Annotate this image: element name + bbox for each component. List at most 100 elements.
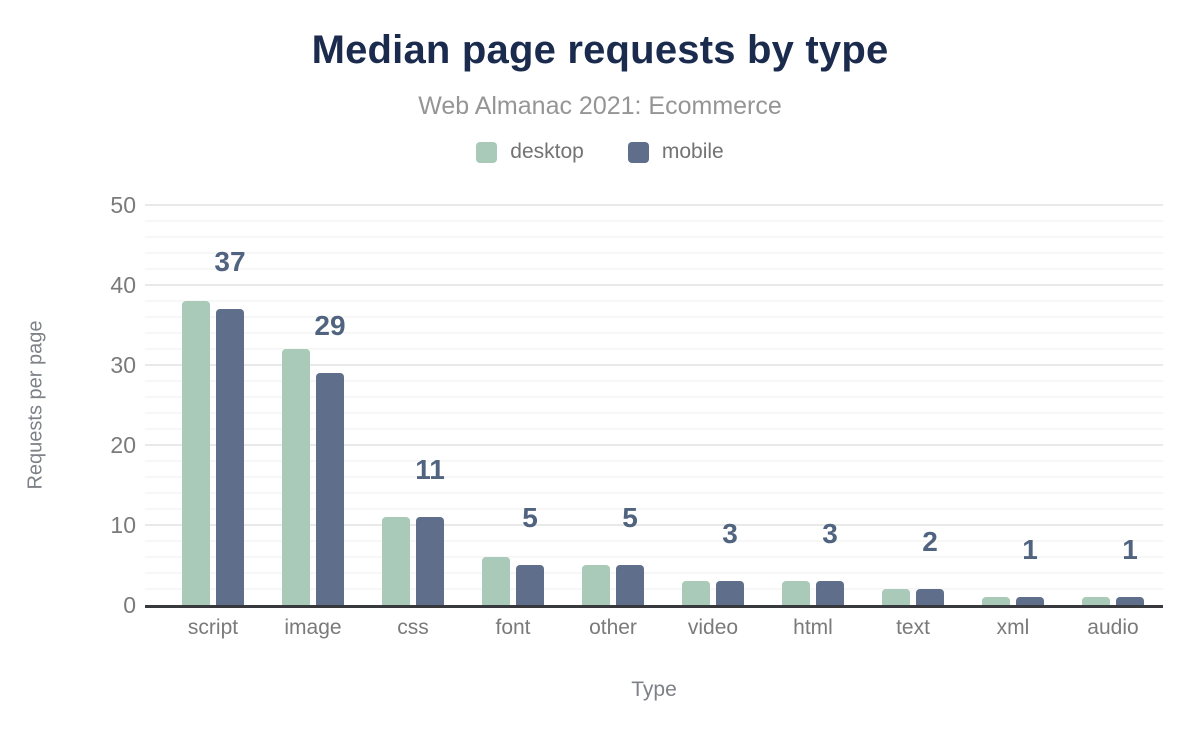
gridline xyxy=(145,508,1163,510)
bar-desktop-audio xyxy=(1082,597,1110,605)
bar-group-xml: 1 xyxy=(963,205,1063,605)
gridline xyxy=(145,540,1163,542)
x-label-other: other xyxy=(589,616,637,639)
gridline xyxy=(145,556,1163,558)
x-label-font: font xyxy=(495,616,531,639)
gridline xyxy=(145,364,1163,366)
gridline xyxy=(145,236,1163,238)
x-label-image: image xyxy=(284,616,342,639)
y-tick-label: 20 xyxy=(110,432,136,458)
bar-pair-html: 3 xyxy=(782,520,844,605)
gridline xyxy=(145,428,1163,430)
bar-value-label: 11 xyxy=(415,454,445,485)
bar-value-label: 3 xyxy=(722,518,738,549)
gridline xyxy=(145,348,1163,350)
bar-value-label: 3 xyxy=(822,518,838,549)
bar-desktop-html xyxy=(782,581,810,605)
bar-mobile-image: 29 xyxy=(314,312,346,605)
x-axis-title: Type xyxy=(631,678,677,701)
bar-mobile-css: 11 xyxy=(415,456,445,605)
gridline xyxy=(145,396,1163,398)
gridline xyxy=(145,284,1163,286)
mobile-swatch-icon xyxy=(627,141,649,163)
bar-group-video: 3 xyxy=(663,205,763,605)
chart-subtitle: Web Almanac 2021: Ecommerce xyxy=(418,92,782,120)
bar-groups: 37 29 11 5 5 3 3 2 1 1 xyxy=(145,205,1163,605)
bar-group-image: 29 xyxy=(263,205,363,605)
legend-item-desktop: desktop xyxy=(476,140,584,164)
gridline xyxy=(145,492,1163,494)
bar-group-css: 11 xyxy=(363,205,463,605)
gridline xyxy=(145,444,1163,446)
bar-group-html: 3 xyxy=(763,205,863,605)
bar-desktop-xml xyxy=(982,597,1010,605)
plot-area: 37 29 11 5 5 3 3 2 1 1 xyxy=(145,204,1163,608)
x-label-text: text xyxy=(896,616,930,639)
bar-desktop-text xyxy=(882,589,910,605)
bar-mobile-audio: 1 xyxy=(1116,536,1144,605)
bar-mobile-text: 2 xyxy=(916,528,944,605)
gridline xyxy=(145,300,1163,302)
y-tick-label: 50 xyxy=(110,192,136,218)
bar-desktop-image xyxy=(282,349,310,605)
bar-pair-audio: 1 xyxy=(1082,536,1144,605)
y-tick-label: 40 xyxy=(110,272,136,298)
desktop-swatch-icon xyxy=(476,141,498,163)
gridline xyxy=(145,476,1163,478)
bar-pair-xml: 1 xyxy=(982,536,1044,605)
gridline xyxy=(145,412,1163,414)
bar-mobile-other: 5 xyxy=(616,504,644,605)
bar-desktop-other xyxy=(582,565,610,605)
bar-pair-font: 5 xyxy=(482,504,544,605)
legend-label-mobile: mobile xyxy=(661,140,724,163)
bar-pair-other: 5 xyxy=(582,504,644,605)
legend-item-mobile: mobile xyxy=(627,140,724,164)
bar-mobile-xml: 1 xyxy=(1016,536,1044,605)
gridline xyxy=(145,316,1163,318)
y-tick-label: 30 xyxy=(110,352,136,378)
gridline xyxy=(145,268,1163,270)
bar-pair-video: 3 xyxy=(682,520,744,605)
bar-group-text: 2 xyxy=(863,205,963,605)
bar-value-label: 1 xyxy=(1122,534,1138,565)
x-label-audio: audio xyxy=(1087,616,1139,639)
gridline xyxy=(145,220,1163,222)
bar-pair-image: 29 xyxy=(282,312,346,605)
legend: desktop mobile xyxy=(0,140,1200,164)
legend-label-desktop: desktop xyxy=(510,140,584,163)
bar-value-label: 1 xyxy=(1022,534,1038,565)
gridline xyxy=(145,524,1163,526)
gridline xyxy=(145,204,1163,206)
bar-mobile-font: 5 xyxy=(516,504,544,605)
chart-title: Median page requests by type xyxy=(311,28,889,72)
bar-group-script: 37 xyxy=(163,205,263,605)
bar-pair-text: 2 xyxy=(882,528,944,605)
bar-group-other: 5 xyxy=(563,205,663,605)
bar-value-label: 29 xyxy=(314,310,346,341)
gridline xyxy=(145,460,1163,462)
x-label-xml: xml xyxy=(996,616,1030,639)
bar-pair-script: 37 xyxy=(182,248,246,605)
bar-group-font: 5 xyxy=(463,205,563,605)
bar-mobile-html: 3 xyxy=(816,520,844,605)
x-axis-tick-labels: script image css font other video html text xml a… xyxy=(145,616,1163,640)
bar-desktop-font xyxy=(482,557,510,605)
x-label-video: video xyxy=(687,616,739,639)
bar-mobile-video: 3 xyxy=(716,520,744,605)
gridline xyxy=(145,572,1163,574)
bar-group-audio: 1 xyxy=(1063,205,1163,605)
x-label-css: css xyxy=(397,616,429,639)
bar-value-label: 37 xyxy=(214,246,246,277)
y-axis-tick-labels: 0 10 20 30 40 50 xyxy=(0,192,136,618)
bar-desktop-css xyxy=(382,517,410,605)
x-label-script: script xyxy=(187,616,239,639)
gridline xyxy=(145,252,1163,254)
bar-desktop-video xyxy=(682,581,710,605)
gridline xyxy=(145,588,1163,590)
bar-pair-css: 11 xyxy=(382,456,445,605)
bar-value-label: 5 xyxy=(522,502,538,533)
bar-value-label: 5 xyxy=(622,502,638,533)
gridline xyxy=(145,380,1163,382)
x-label-html: html xyxy=(793,616,833,639)
